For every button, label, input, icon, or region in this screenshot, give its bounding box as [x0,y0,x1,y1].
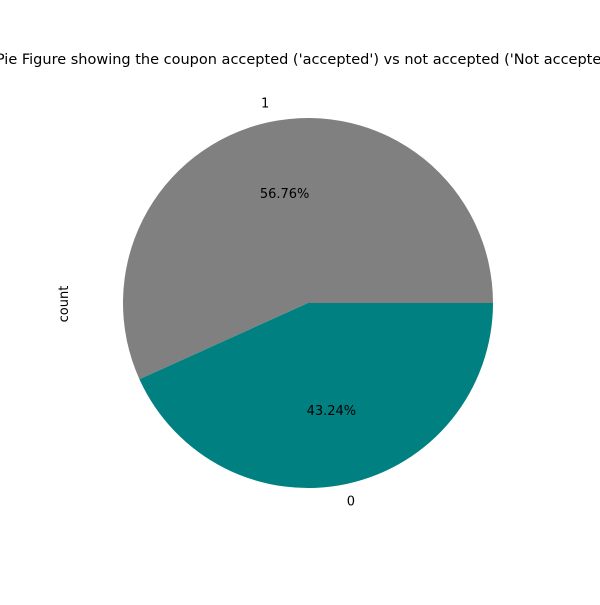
chart-title: Pie Figure showing the coupon accepted (… [0,52,600,68]
pie-slices [123,118,494,489]
slice-percent-0: 43.24% [307,404,357,419]
pie-labels: 1 56.76% 0 43.24% [260,97,356,510]
pie-slice-1 [123,118,494,380]
pie-slice-0 [139,303,493,489]
slice-label-0: 0 [347,494,355,509]
y-axis-label: count [57,286,72,323]
slice-label-1: 1 [261,97,269,112]
slice-percent-1: 56.76% [260,187,310,202]
